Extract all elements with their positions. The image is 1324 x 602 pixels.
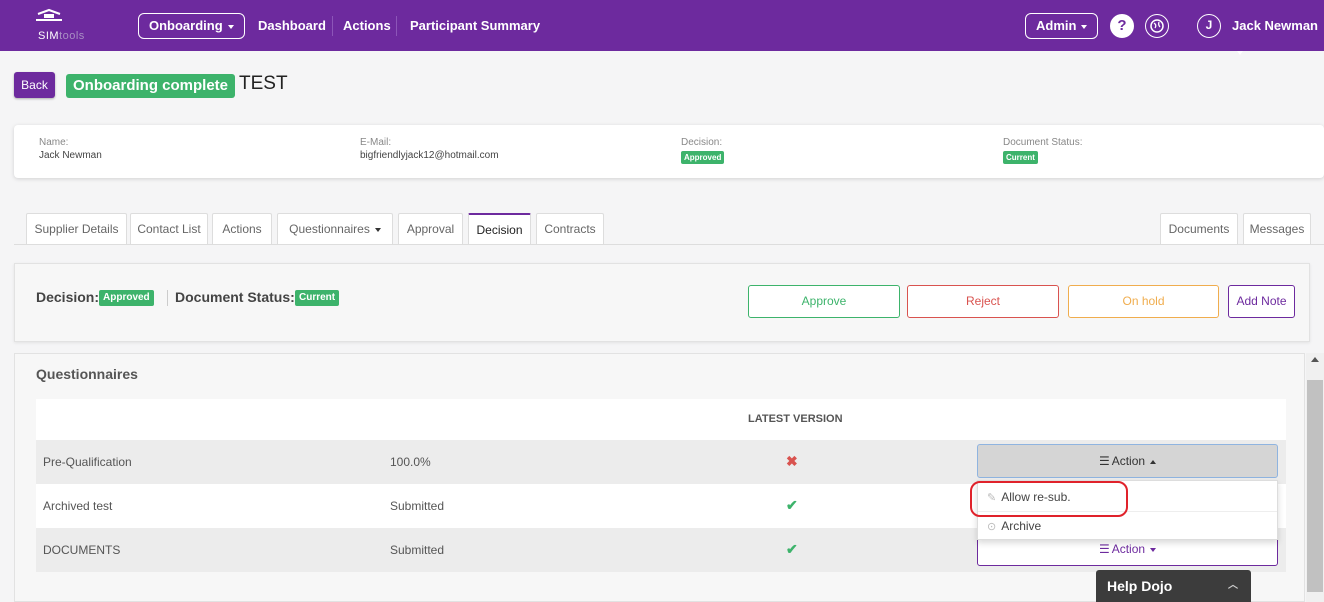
document-status-label: Document Status:	[175, 289, 295, 305]
nav-divider	[396, 16, 397, 36]
top-navbar: SIMtools Onboarding Dashboard Actions Pa…	[0, 0, 1324, 55]
action-label: Action	[1111, 454, 1146, 468]
action-dropdown-button[interactable]: ☰ Action	[977, 444, 1278, 478]
tab-approval[interactable]: Approval	[398, 213, 463, 244]
table-row: Pre-Qualification 100.0% ✖ ☰ Action	[36, 440, 1286, 484]
check-icon: ✔	[786, 497, 798, 513]
highlight-annotation	[970, 481, 1128, 517]
document-status-badge: Current	[295, 290, 340, 306]
page-title: TEST	[239, 73, 288, 94]
archive-label: Archive	[1001, 519, 1042, 533]
name-label: Name:	[39, 137, 69, 148]
onboarding-status-badge: Onboarding complete	[66, 74, 236, 98]
archive-menu-item[interactable]: ⊙ Archive	[978, 512, 1277, 541]
decision-divider	[167, 290, 168, 306]
questionnaire-status: Submitted	[390, 543, 445, 557]
admin-label: Admin	[1036, 18, 1077, 33]
tab-contact-list[interactable]: Contact List	[130, 213, 208, 244]
tab-supplier-details[interactable]: Supplier Details	[26, 213, 127, 244]
onboarding-label: Onboarding	[149, 18, 223, 33]
tab-questionnaires[interactable]: Questionnaires	[277, 213, 393, 244]
tab-decision[interactable]: Decision	[468, 213, 531, 244]
decision-badge: Approved	[99, 290, 154, 306]
participant-info-card: Name: Jack Newman E-Mail: bigfriendlyjac…	[14, 125, 1324, 178]
list-icon: ☰	[1098, 542, 1110, 556]
tab-actions[interactable]: Actions	[212, 213, 272, 244]
questionnaire-status: Submitted	[390, 499, 445, 513]
chevron-up-icon: ︿	[1228, 580, 1238, 591]
allow-resub-label: Allow re-sub.	[1001, 490, 1071, 504]
approve-button[interactable]: Approve	[748, 285, 900, 318]
action-label: Action	[1111, 542, 1146, 556]
questionnaire-progress: 100.0%	[390, 455, 431, 469]
nav-participant-summary[interactable]: Participant Summary	[410, 18, 541, 33]
nav-dashboard[interactable]: Dashboard	[258, 18, 326, 33]
globe-icon[interactable]	[1145, 14, 1169, 38]
scroll-up-icon[interactable]	[1311, 357, 1319, 362]
tab-messages[interactable]: Messages	[1243, 213, 1311, 244]
simtools-logo[interactable]: SIMtools	[28, 8, 98, 44]
nav-divider	[332, 16, 333, 36]
nav-actions[interactable]: Actions	[343, 18, 391, 33]
decision-panel: Decision: Approved Document Status: Curr…	[14, 263, 1310, 342]
edit-icon: ✎	[987, 492, 997, 504]
chevron-down-icon	[1081, 24, 1088, 29]
tab-contracts[interactable]: Contracts	[536, 213, 604, 244]
email-value: bigfriendlyjack12@hotmail.com	[360, 150, 499, 161]
chevron-down-icon	[374, 227, 381, 232]
user-name: Jack Newman	[1232, 18, 1318, 33]
decision-label: Decision:	[36, 289, 100, 305]
reject-button[interactable]: Reject	[907, 285, 1059, 318]
latest-version-header: LATEST VERSION	[748, 413, 843, 425]
chevron-down-icon	[1237, 50, 1243, 55]
user-avatar[interactable]: J	[1197, 14, 1221, 38]
onboarding-dropdown[interactable]: Onboarding	[138, 13, 245, 39]
on-hold-button[interactable]: On hold	[1068, 285, 1219, 318]
questionnaires-panel: Questionnaires LATEST VERSION Pre-Qualif…	[14, 353, 1305, 602]
help-dojo-label: Help Dojo	[1107, 578, 1173, 594]
chevron-up-icon	[1150, 459, 1157, 464]
back-button[interactable]: Back	[14, 72, 55, 98]
decision-badge: Approved	[681, 151, 725, 164]
questionnaire-name: Pre-Qualification	[43, 455, 132, 469]
decision-label: Decision:	[681, 137, 723, 148]
chevron-down-icon	[227, 24, 234, 29]
email-label: E-Mail:	[360, 137, 392, 148]
logo-text: SIMtools	[38, 30, 85, 42]
tab-documents[interactable]: Documents	[1160, 213, 1238, 244]
user-menu[interactable]: Jack Newman	[1232, 13, 1324, 55]
document-status-badge: Current	[1003, 151, 1038, 164]
questionnaire-name: Archived test	[43, 499, 113, 513]
archive-icon: ⊙	[987, 521, 997, 533]
admin-dropdown[interactable]: Admin	[1025, 13, 1099, 39]
cross-icon: ✖	[786, 453, 798, 469]
help-dojo-widget[interactable]: Help Dojo ︿	[1096, 570, 1251, 602]
document-status-label: Document Status:	[1003, 137, 1083, 148]
name-value: Jack Newman	[39, 150, 102, 161]
tabs-divider	[14, 244, 1324, 245]
questionnaire-name: DOCUMENTS	[43, 543, 121, 557]
chevron-down-icon	[1150, 547, 1157, 552]
logo-icon	[36, 8, 62, 21]
help-icon[interactable]: ?	[1110, 14, 1134, 38]
questionnaires-title: Questionnaires	[36, 366, 138, 382]
table-header: LATEST VERSION	[36, 399, 1286, 440]
add-note-button[interactable]: Add Note	[1228, 285, 1295, 318]
scrollbar-thumb[interactable]	[1307, 380, 1323, 592]
check-icon: ✔	[786, 541, 798, 557]
tab-questionnaires-label: Questionnaires	[289, 222, 370, 236]
menu-divider	[978, 511, 1277, 512]
allow-resub-menu-item[interactable]: ✎ Allow re-sub.	[978, 483, 1277, 512]
list-icon: ☰	[1098, 454, 1110, 468]
